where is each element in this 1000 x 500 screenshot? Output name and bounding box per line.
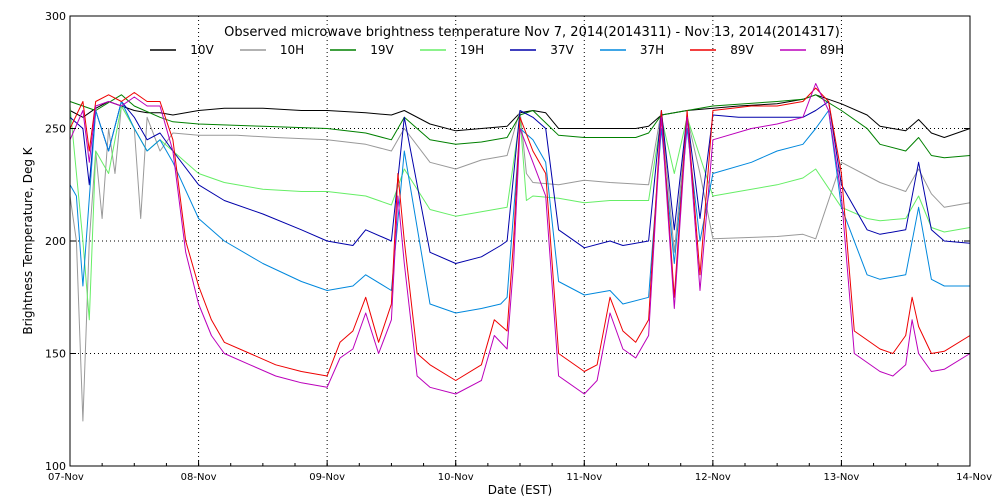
legend-label-10V: 10V (190, 43, 214, 57)
x-tick-label: 12-Nov (695, 472, 731, 483)
legend-label-19V: 19V (370, 43, 394, 57)
legend-label-10H: 10H (280, 43, 304, 57)
series-line-89H (69, 83, 971, 395)
y-tick-label: 100 (45, 460, 66, 473)
legend-label-37H: 37H (640, 43, 664, 57)
x-tick-label: 08-Nov (181, 472, 217, 483)
x-axis-label: Date (EST) (488, 483, 552, 497)
y-axis-label: Brightness Temperature, Deg K (21, 146, 35, 334)
grid-layer (70, 16, 970, 466)
axis-layer: 100 150 200 250 300 07-Nov 08-Nov 09-Nov 10-Nov 1… (45, 10, 992, 483)
legend-label-19H: 19H (460, 43, 484, 57)
chart-title: Observed microwave brightness temperatur… (224, 25, 840, 40)
x-tick-label: 13-Nov (823, 472, 859, 483)
series-layer (69, 83, 971, 422)
y-tick-label: 200 (45, 235, 66, 248)
legend-label-37V: 37V (550, 43, 574, 57)
series-line-10H (69, 105, 971, 422)
series-line-19V (69, 94, 971, 159)
x-tick-label: 11-Nov (566, 472, 602, 483)
legend-label-89V: 89V (730, 43, 754, 57)
legend-label-89H: 89H (820, 43, 844, 57)
series-line-37V (69, 101, 971, 264)
x-tick-label: 14-Nov (956, 472, 992, 483)
legend: 10V 10H 19V 19H 37V 37H 89V 89H (150, 43, 844, 57)
x-tick-label: 10-Nov (438, 472, 474, 483)
y-tick-label: 150 (45, 348, 66, 361)
x-tick-label: 07-Nov (48, 472, 84, 483)
y-tick-label: 250 (45, 123, 66, 136)
series-line-89V (69, 87, 971, 381)
x-tick-label: 09-Nov (309, 472, 345, 483)
y-tick-label: 300 (45, 10, 66, 23)
